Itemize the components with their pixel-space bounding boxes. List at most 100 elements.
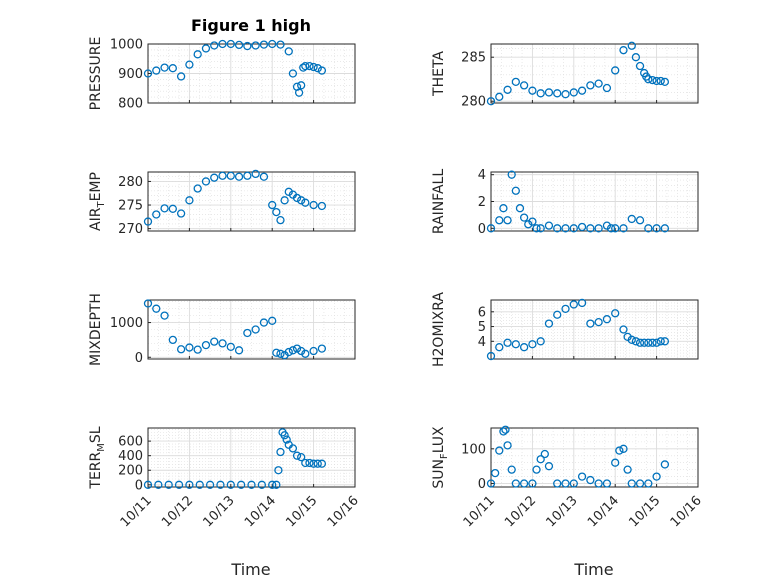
- data-point: [648, 338, 657, 347]
- data-point: [519, 343, 529, 352]
- data-point: [259, 172, 269, 181]
- data-point: [218, 339, 227, 348]
- data-point: [216, 480, 225, 489]
- data-point: [511, 479, 520, 488]
- data-point: [317, 459, 327, 468]
- plot-area: [491, 44, 698, 103]
- data-point: [644, 75, 653, 84]
- y-axis-label: TERRMSL: [88, 426, 107, 489]
- data-point: [490, 468, 500, 478]
- data-point: [301, 458, 310, 468]
- data-point: [309, 459, 318, 468]
- data-point: [594, 79, 603, 88]
- subplot-3: 270 275 280 AIRTEMP: [88, 169, 356, 237]
- data-point: [528, 479, 537, 488]
- y-axis-label-main: PRESSURE: [88, 37, 104, 111]
- data-point: [243, 41, 252, 51]
- y-tick-label: 0: [478, 222, 486, 237]
- data-point: [292, 451, 302, 460]
- plot-area: [148, 428, 355, 487]
- y-tick-label: 1000: [110, 38, 143, 53]
- data-point: [251, 169, 260, 179]
- x-axis-label-left: Time: [230, 560, 270, 579]
- y-axis-label-subscript: M: [96, 443, 107, 452]
- data-point: [507, 170, 516, 179]
- data-point: [507, 465, 516, 474]
- data-point: [268, 316, 277, 325]
- data-point: [143, 480, 153, 489]
- subplot-1: 800 900 1000 PRESSURE: [88, 37, 356, 112]
- y-axis-label: RAINFALL: [431, 169, 447, 234]
- data-point: [143, 217, 153, 226]
- subplot-5: 0 1000 MIXDEPTH: [88, 293, 356, 366]
- axes-box: [147, 427, 356, 488]
- data-point: [486, 224, 496, 233]
- axes-box: [490, 43, 699, 104]
- data-point: [280, 431, 289, 440]
- data-point: [515, 204, 525, 213]
- y-tick-label: 600: [118, 435, 143, 450]
- data-point: [152, 66, 161, 75]
- data-point: [259, 40, 269, 49]
- plot-area: [148, 172, 355, 231]
- data-point: [193, 345, 202, 354]
- axes-box: [490, 299, 699, 360]
- data-point: [259, 318, 269, 327]
- data-point: [544, 221, 554, 230]
- x-axis-label-right: Time: [573, 560, 613, 579]
- data-point: [297, 196, 306, 205]
- data-point: [519, 213, 529, 222]
- data-point: [305, 458, 314, 468]
- data-point: [317, 66, 327, 75]
- data-point: [528, 217, 537, 226]
- data-point: [247, 480, 256, 489]
- y-tick-label: 4: [478, 168, 486, 183]
- data-point: [152, 210, 161, 219]
- data-point: [226, 480, 235, 489]
- data-point: [251, 41, 260, 50]
- data-point: [611, 66, 620, 75]
- data-point: [586, 475, 595, 485]
- data-point: [176, 72, 186, 81]
- y-axis-label: MIXDEPTH: [88, 293, 104, 366]
- y-axis-label-main: SUN: [431, 459, 447, 489]
- data-point: [577, 472, 587, 481]
- data-point: [185, 480, 194, 489]
- data-point: [553, 224, 562, 233]
- data-point: [536, 337, 545, 346]
- data-point: [623, 465, 632, 474]
- data-point: [586, 319, 595, 328]
- x-tick-label: 10/15: [626, 493, 663, 530]
- axes-box: [147, 299, 356, 360]
- y-axis-label-rest: LUX: [431, 426, 447, 453]
- data-point: [569, 224, 578, 233]
- data-point: [660, 337, 670, 346]
- y-tick-label: 280: [461, 95, 486, 110]
- x-tick-label: 10/11: [118, 493, 155, 530]
- data-point: [313, 64, 322, 73]
- data-point: [503, 85, 512, 94]
- y-axis-label-main: RAINFALL: [431, 169, 447, 234]
- data-point: [193, 184, 202, 193]
- data-point: [272, 207, 281, 217]
- data-point: [511, 77, 520, 87]
- x-tick-label: 10/13: [201, 493, 238, 530]
- y-axis-label-main: MIXDEPTH: [88, 293, 104, 366]
- data-point: [606, 224, 616, 233]
- data-point: [619, 444, 628, 453]
- data-point: [317, 201, 327, 211]
- data-point: [210, 41, 219, 50]
- y-tick-label: 280: [118, 175, 143, 190]
- data-point: [210, 173, 219, 182]
- axes-box: [490, 427, 699, 488]
- data-point: [280, 196, 289, 205]
- data-point: [569, 88, 578, 97]
- data-point: [292, 193, 302, 203]
- data-point: [160, 204, 169, 213]
- subplot-8: 0 100 SUNFLUX 10/11 10/12 10/13 10/14 10/15 10/1…: [431, 425, 705, 530]
- y-tick-label: 5: [478, 320, 486, 335]
- data-point: [594, 479, 603, 488]
- data-point: [143, 69, 153, 78]
- data-point: [185, 60, 194, 69]
